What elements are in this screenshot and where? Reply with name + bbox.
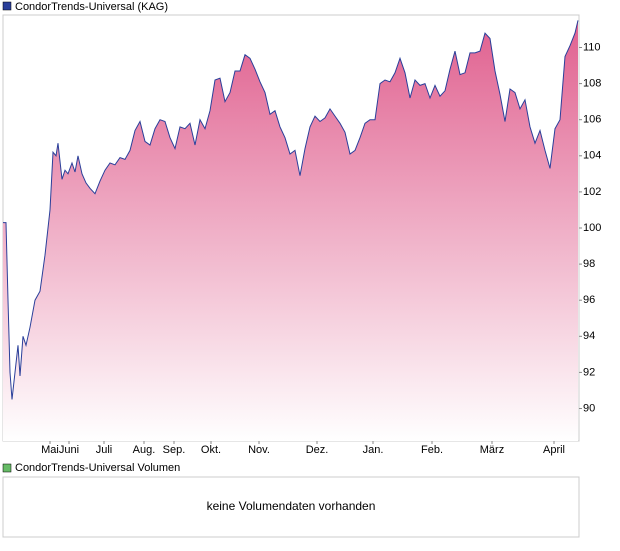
legend-swatch (2, 1, 12, 11)
area-fill (3, 20, 578, 442)
x-tick-label: Aug. (133, 444, 156, 456)
y-tick-label: 106 (583, 114, 601, 126)
price-line (3, 20, 579, 400)
y-tick-label: 110 (583, 41, 601, 53)
x-tick-label: Juli (96, 444, 113, 456)
legend-label: CondorTrends-Universal (KAG) (15, 1, 168, 13)
y-tick-label: 108 (583, 77, 601, 89)
x-tick-label: Feb. (421, 444, 443, 456)
x-tick-label: Sep. (163, 444, 186, 456)
y-tick-label: 104 (583, 150, 601, 162)
x-tick-label: Dez. (306, 444, 329, 456)
volume-message: keine Volumendaten vorhanden (207, 499, 376, 513)
x-tick-label: Nov. (248, 444, 270, 456)
legend-label: CondorTrends-Universal Volumen (15, 462, 180, 474)
x-tick-label: Okt. (201, 444, 221, 456)
y-tick-label: 102 (583, 186, 601, 198)
y-tick-label: 96 (583, 294, 595, 306)
legend-swatch (2, 463, 12, 473)
y-tick-label: 90 (583, 402, 595, 414)
y-tick-label: 98 (583, 258, 595, 270)
volume-frame (2, 476, 580, 538)
x-tick-label: April (543, 444, 565, 456)
x-tick-label: Jan. (363, 444, 384, 456)
x-tick-label: Juni (59, 444, 79, 456)
y-tick-label: 92 (583, 366, 595, 378)
x-tick-label: März (480, 444, 504, 456)
y-tick-label: 100 (583, 222, 601, 234)
y-tick-label: 94 (583, 330, 595, 342)
x-tick-label: Mai (41, 444, 59, 456)
